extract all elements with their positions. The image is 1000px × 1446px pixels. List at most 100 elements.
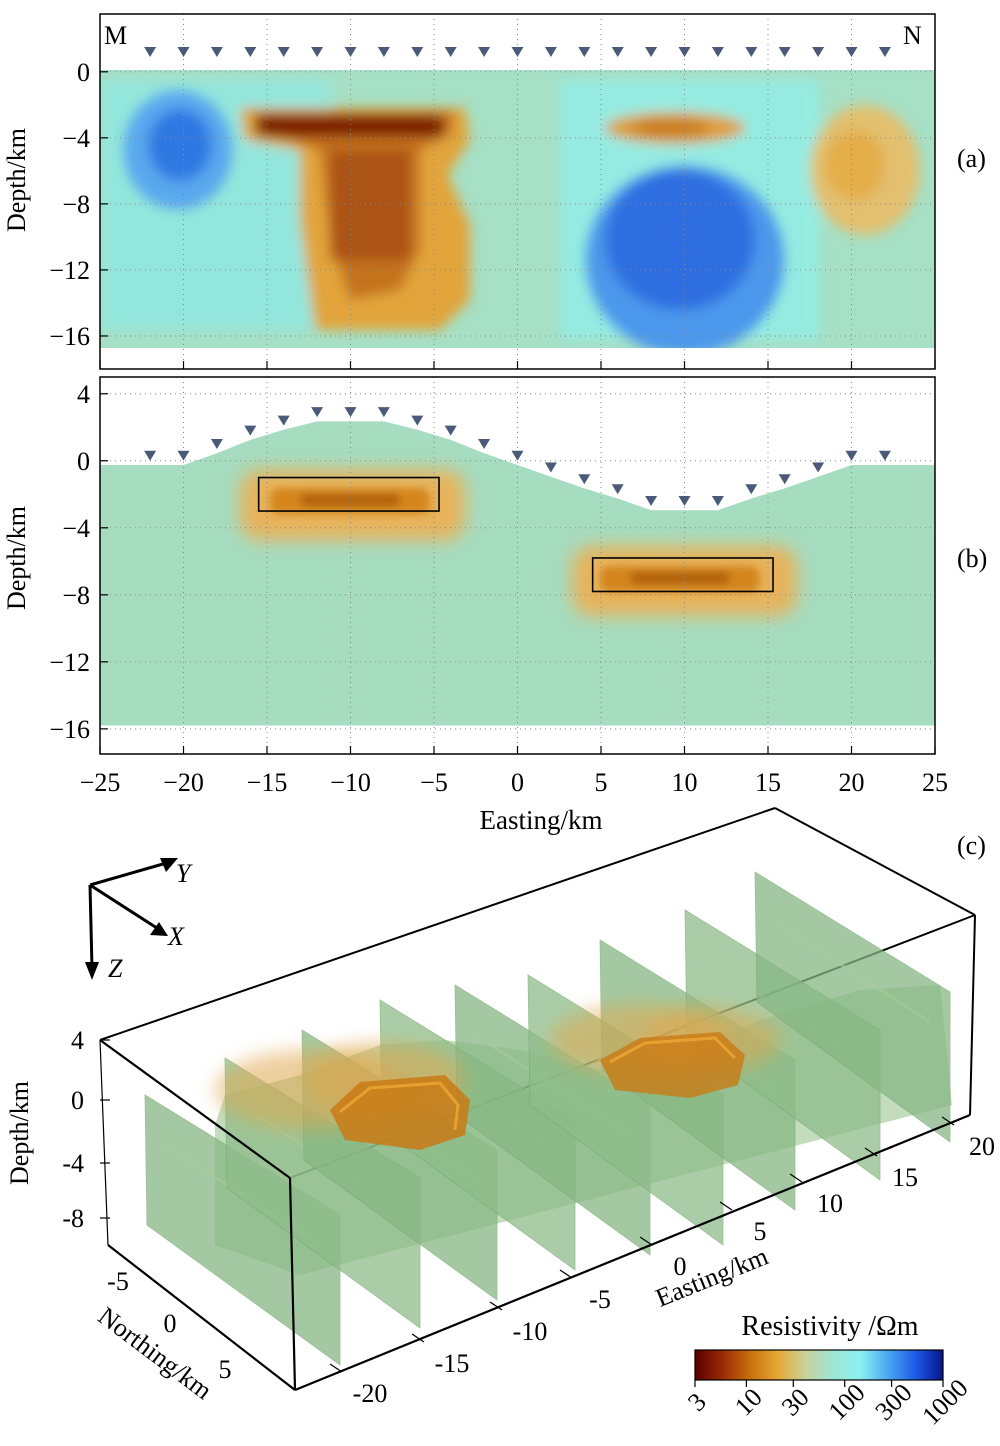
station-marker [478,439,491,450]
panel-c-easting-tick [941,1116,955,1126]
conductor-block-2-edge [609,1036,737,1064]
panel-a-conductor-stem [330,150,410,260]
panel-a-yaxis: 0 −4 −8 −12 −16 [49,58,108,351]
panel-a-resistor-east-core [605,170,755,310]
panel-a-gridlines [99,14,936,369]
panel-a-resistor-west-core [148,109,212,181]
station-marker [144,450,157,461]
panel-c-easting-tick-label: -5 [589,1285,611,1314]
y-axis-label: Y [176,859,193,888]
station-marker [377,407,390,418]
station-marker [878,450,891,461]
panel-b-tag: (b) [957,544,987,573]
panel-a-label-m: M [104,21,127,50]
panel-a-ytick-label: −16 [49,322,90,351]
panel-b-yaxis: 4 0 −4 −8 −12 −16 [49,380,108,744]
z-axis-label: Z [108,954,123,983]
x-axis-arrowhead [150,922,168,936]
colorbar-tick-label: 100 [823,1378,871,1426]
panel-b-xtick-label: −25 [80,768,121,797]
panel-a-ytick-label: −8 [62,190,90,219]
station-marker [478,46,491,57]
conductor-isosurfaces [330,1032,745,1150]
station-marker [544,46,557,57]
station-marker [277,415,290,426]
station-marker [778,474,791,485]
panel-a: 0 −4 −8 −12 −16 M N (a) Depth/km [2,13,986,370]
panel-a-ytick-label: −4 [62,124,90,153]
panel-b-xtick-label: 20 [839,768,865,797]
colorbar-tick-label: 1000 [916,1373,973,1430]
station-marker [144,46,157,57]
panel-c-easting-tick [411,1333,425,1343]
colorbar-tick-label: 10 [729,1383,768,1422]
model-block-outline [591,557,774,593]
panel-b-ylabel: Depth/km [2,506,31,610]
station-marker [611,46,624,57]
panel-c-easting-tick-label: 5 [754,1217,767,1246]
panel-c-easting-tick-label: -15 [435,1349,470,1378]
station-marker [678,495,691,506]
panel-b-anomaly-center-1 [300,494,400,506]
panel-a-ylabel: Depth/km [2,128,31,232]
station-marker [210,439,223,450]
z-axis-arrow-line [88,884,94,969]
station-marker [678,46,691,57]
panel-c-easting-tick [329,1363,343,1373]
station-marker [578,46,591,57]
panel-a-tag: (a) [957,144,986,173]
panel-b-xtick-label: −15 [247,768,288,797]
panel-a-resistivity-section [100,14,935,369]
station-marker [878,46,891,57]
panel-c-depth-label: Depth/km [5,1081,34,1185]
panel-b-xtick-label: 10 [672,768,698,797]
panel-b-ytick-label: −4 [62,514,90,543]
panel-b-xtick-label: 0 [511,768,524,797]
panel-b-ytick-label: −8 [62,581,90,610]
panel-a-conductor-top [255,115,445,137]
y-axis-arrowhead [160,858,178,872]
model-block-outline [257,476,440,512]
station-marker [210,46,223,57]
panel-c-easting-tick [559,1269,573,1279]
panel-a-bottom-blank [100,348,935,369]
station-marker [845,450,858,461]
panel-c-easting-tick-label: -20 [353,1379,388,1408]
panel-c-easting-tick-label: 0 [674,1252,687,1281]
station-marker [511,46,524,57]
station-marker [377,46,390,57]
panel-b-xtick-label: 15 [755,768,781,797]
panel-b-ytick-label: −16 [49,715,90,744]
station-marker [177,46,190,57]
station-marker [745,46,758,57]
station-marker [812,462,825,473]
panel-c-easting-tick-label: 15 [892,1163,918,1192]
panel-c-northing-tick-label: 5 [219,1355,232,1384]
panel-b-xtick-label: −20 [163,768,204,797]
station-marker [311,407,324,418]
panel-c-easting-tick [789,1173,803,1183]
station-marker [812,46,825,57]
panel-b: 4 0 −4 −8 −12 −16 −25 −20 −15 −10 −5 0 5 10 15 20 25 (b… [2,376,987,835]
station-marker [778,46,791,57]
panel-c: (c) Y X Z [5,807,995,1408]
panel-c-easting-tick-label: 20 [969,1132,995,1161]
station-marker [244,46,257,57]
panel-a-ytick-label: 0 [77,58,90,87]
panel-c-depth-tick-label: 0 [71,1086,84,1115]
panel-c-northing-label: Northing/km [93,1301,218,1405]
panel-c-northing-tick-label: -5 [107,1267,129,1296]
panel-b-xaxis: −25 −20 −15 −10 −5 0 5 10 15 20 25 [80,746,948,797]
panel-c-easting-axis: -20 -15 -10 -5 0 5 10 15 20 [329,1116,995,1408]
conductor-block-1-edge [339,1081,460,1131]
panel-c-depth-tick-label: 4 [71,1026,84,1055]
colorbar-title: Resistivity /Ωm [741,1311,918,1342]
station-marker [277,46,290,57]
axis-triad: Y X Z [85,858,193,983]
panel-c-easting-tick [489,1301,503,1311]
x-axis-label: X [167,922,185,951]
panel-b-xtick-label: 5 [595,768,608,797]
ns-slice-topo-edge [774,920,931,1024]
